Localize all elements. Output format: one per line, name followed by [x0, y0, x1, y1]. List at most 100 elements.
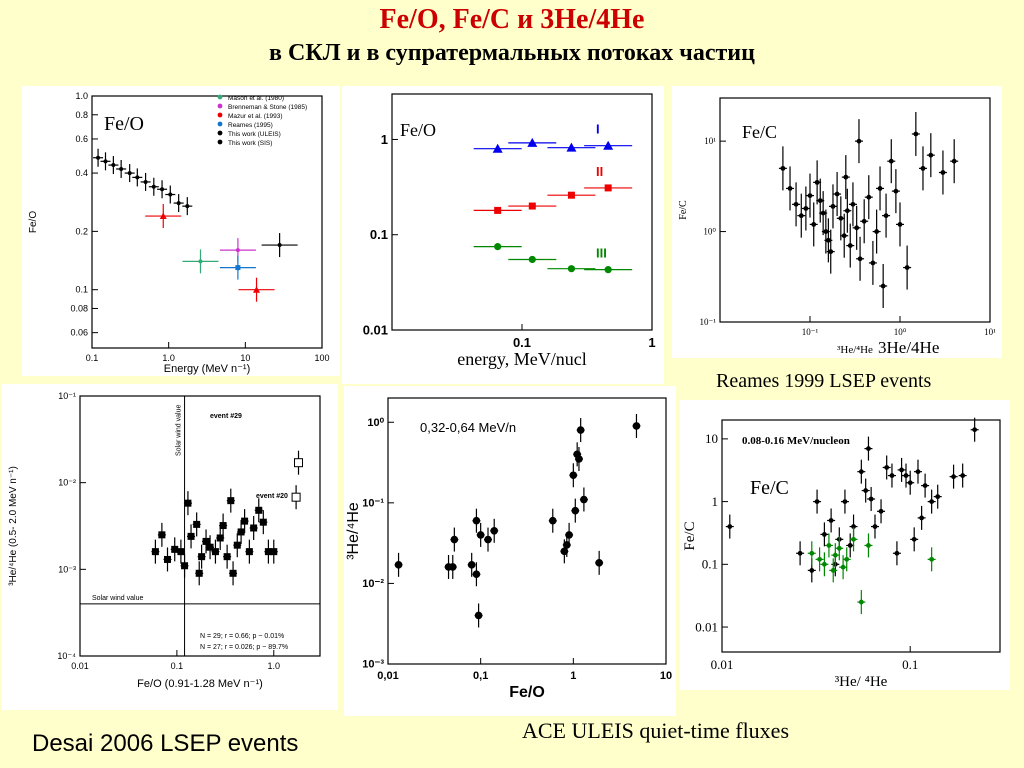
data-point — [820, 210, 826, 216]
y-axis-label: Fe/O — [28, 211, 39, 233]
data-point — [866, 194, 872, 200]
data-point — [807, 193, 813, 198]
data-point — [858, 599, 864, 605]
data-point — [893, 188, 899, 194]
data-point — [184, 499, 192, 507]
data-point — [841, 233, 847, 239]
data-point — [826, 543, 832, 548]
data-point — [832, 552, 838, 558]
y-tick-label: 1 — [712, 494, 719, 509]
data-point — [237, 528, 245, 536]
annotation: N = 29; r = 0.66; p ~ 0.01% — [200, 633, 284, 640]
x-axis-label: energy, MeV/nucl — [457, 349, 586, 369]
data-point — [198, 259, 203, 264]
x-tick-label: 1.0 — [162, 353, 175, 363]
data-point — [919, 515, 925, 521]
data-point — [851, 524, 856, 529]
x-axis-label: Energy (MeV n⁻¹) — [164, 363, 251, 375]
x-tick-label: 0.1 — [86, 353, 99, 363]
y-tick-label: 10⁰ — [703, 227, 716, 237]
y-axis-label: ³He/⁴He — [345, 502, 362, 560]
data-point — [187, 532, 195, 540]
data-point — [920, 165, 926, 171]
legend-entry: Reames (1995) — [228, 122, 273, 129]
chart-ace-he-feo: 0,01 0,1 1 10 10⁻³ 10⁻² 10⁻¹ 10⁰ Fe/O ³He/⁴He 0,32… — [345, 397, 672, 701]
data-point — [571, 506, 580, 515]
legend-marker — [217, 121, 223, 127]
data-point — [817, 198, 823, 204]
legend-entry: Mason et al. (1980) — [228, 95, 284, 102]
data-point — [270, 548, 278, 556]
x-axis-label: Fe/O — [509, 684, 545, 701]
data-point — [814, 499, 820, 505]
data-point — [911, 536, 917, 542]
data-point — [972, 427, 978, 433]
data-point — [880, 283, 886, 289]
legend-entry: This work (SIS) — [228, 140, 272, 147]
data-point — [897, 222, 903, 227]
data-point — [904, 265, 910, 270]
data-point-circle — [567, 265, 576, 273]
data-point — [847, 243, 853, 248]
data-point — [245, 548, 253, 556]
x-tick-label: 10 — [660, 670, 672, 682]
data-point — [830, 203, 836, 209]
data-point — [569, 471, 578, 480]
data-point-circle — [494, 243, 502, 251]
data-point — [858, 469, 864, 475]
data-point — [851, 536, 856, 542]
inset-label: 0,32-0,64 MeV/n — [420, 420, 516, 435]
chart-ace-fe-c: 0.01 0.1 0.01 0.1 1 10 ³He/ ⁴He Fe/C 0.08-0.16 M… — [682, 417, 1001, 690]
data-point — [171, 545, 179, 553]
data-point — [198, 553, 206, 561]
data-point — [872, 524, 878, 529]
y-tick-label: 0.01 — [363, 322, 388, 337]
data-point — [874, 229, 880, 234]
data-point — [821, 561, 827, 567]
data-point — [264, 548, 272, 556]
data-point — [235, 265, 241, 271]
data-point — [940, 170, 946, 175]
data-point — [811, 222, 817, 227]
y-tick-label: 1.0 — [75, 91, 88, 101]
data-point-triangle — [566, 142, 577, 152]
y-tick-label: 10 — [705, 431, 718, 446]
plot-frame — [387, 397, 667, 665]
y-tick-label: 10⁰ — [367, 417, 384, 429]
data-point — [850, 201, 856, 207]
data-point — [838, 215, 844, 221]
inset-label: Fe/C — [742, 122, 777, 142]
data-point — [836, 545, 842, 551]
data-point — [814, 179, 820, 185]
x-tick-label: 10¹ — [984, 327, 996, 337]
data-point — [484, 535, 492, 544]
data-point — [127, 171, 132, 176]
data-point — [219, 522, 227, 530]
data-point — [821, 531, 827, 537]
data-point — [780, 165, 786, 171]
data-point — [922, 483, 928, 488]
chart-fe-o-energy: 0.1 1.0 10 1000.060.080.10.20.40.60.81.0Ene… — [28, 91, 330, 375]
data-point — [809, 550, 815, 556]
data-point — [448, 563, 457, 571]
legend-marker — [217, 130, 223, 136]
data-point — [143, 179, 148, 184]
y-tick-label: 0.1 — [702, 557, 718, 572]
data-point — [211, 548, 219, 556]
data-point — [241, 517, 249, 525]
annotation: N = 27; r = 0.026; p ~ 89.7% — [200, 644, 288, 651]
data-point — [181, 562, 189, 570]
annotation: event #29 — [210, 413, 242, 420]
data-point — [877, 186, 883, 191]
data-point — [103, 159, 108, 164]
data-point — [250, 524, 258, 532]
inset-label-2: Fe/C — [750, 477, 789, 499]
legend-marker — [217, 112, 223, 118]
y-tick-label: 0.4 — [75, 168, 88, 178]
data-point — [868, 496, 874, 502]
data-point — [951, 474, 956, 480]
chart-panel-5: 0,01 0,1 1 10 10⁻³ 10⁻² 10⁻¹ 10⁰ Fe/O ³He/⁴He 0,32… — [344, 386, 676, 716]
data-point — [159, 212, 167, 220]
data-point — [889, 473, 895, 478]
data-point — [913, 131, 919, 137]
